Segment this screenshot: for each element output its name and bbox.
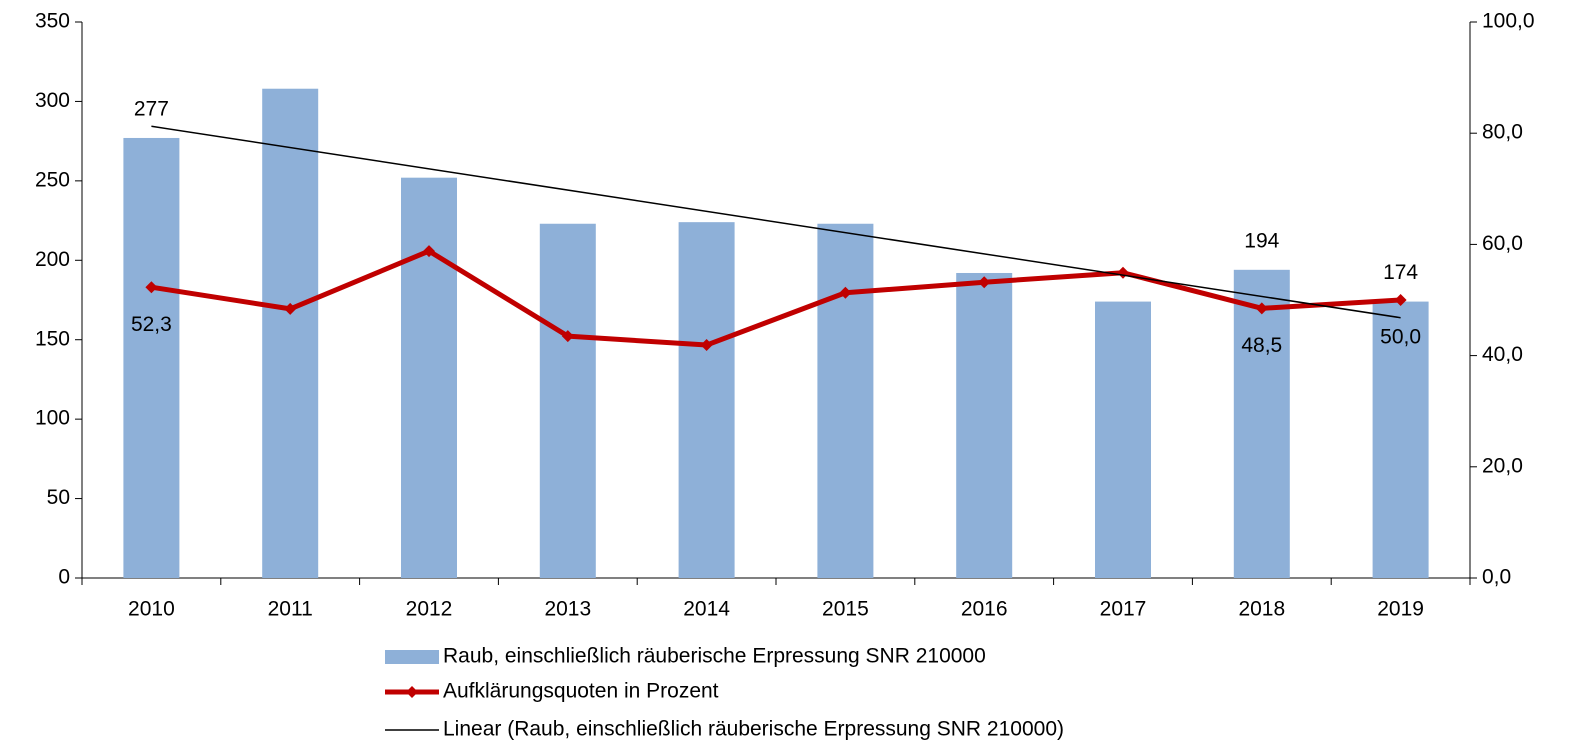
line-marker bbox=[1255, 302, 1268, 315]
data-label: 277 bbox=[134, 98, 169, 121]
y-tick-label: 150 bbox=[35, 327, 70, 350]
y2-tick-label: 80,0 bbox=[1482, 121, 1523, 144]
bar bbox=[956, 272, 1013, 578]
x-tick-label: 2017 bbox=[1100, 598, 1147, 621]
bar bbox=[539, 223, 596, 578]
line-marker bbox=[284, 302, 297, 315]
x-tick-label: 2012 bbox=[406, 598, 453, 621]
y2-tick-label: 20,0 bbox=[1482, 454, 1523, 477]
line-marker bbox=[1394, 294, 1407, 306]
y2-tick-label: 100,0 bbox=[1482, 10, 1535, 33]
line-marker bbox=[145, 281, 158, 294]
x-tick-label: 2019 bbox=[1377, 598, 1424, 621]
data-label: 50,0 bbox=[1380, 326, 1421, 349]
trendline bbox=[151, 125, 1401, 319]
x-tick-label: 2014 bbox=[683, 598, 730, 621]
line-marker bbox=[839, 286, 852, 299]
y-tick-label: 200 bbox=[35, 248, 70, 271]
y-tick-label: 50 bbox=[47, 486, 70, 509]
bar bbox=[678, 222, 735, 578]
line-marker bbox=[1117, 266, 1129, 279]
legend-marker bbox=[406, 686, 418, 698]
x-tick-label: 2018 bbox=[1238, 598, 1285, 621]
x-tick-label: 2016 bbox=[961, 598, 1008, 621]
data-label: 52,3 bbox=[131, 313, 172, 336]
y-tick-label: 100 bbox=[35, 407, 70, 430]
legend-label: Linear (Raub, einschließlich räuberische… bbox=[443, 718, 1064, 741]
data-label: 174 bbox=[1383, 261, 1418, 284]
y-tick-label: 0 bbox=[58, 566, 70, 589]
x-tick-label: 2013 bbox=[544, 598, 591, 621]
line-marker bbox=[978, 276, 991, 289]
y-tick-label: 250 bbox=[35, 168, 70, 191]
y-tick-label: 350 bbox=[35, 10, 70, 33]
line-marker bbox=[561, 330, 574, 343]
y2-tick-label: 0,0 bbox=[1482, 566, 1511, 589]
y2-tick-label: 60,0 bbox=[1482, 232, 1523, 255]
bar bbox=[1233, 269, 1290, 578]
bar bbox=[1095, 301, 1151, 578]
x-tick-label: 2011 bbox=[268, 598, 313, 621]
data-label: 48,5 bbox=[1241, 334, 1282, 357]
line-marker bbox=[423, 245, 435, 258]
y2-tick-label: 40,0 bbox=[1482, 343, 1523, 366]
bar bbox=[123, 137, 180, 579]
legend-label: Aufklärungsquoten in Prozent bbox=[443, 680, 719, 703]
line bbox=[151, 248, 1401, 348]
x-tick-label: 2010 bbox=[128, 598, 175, 621]
data-label: 194 bbox=[1244, 229, 1279, 252]
legend-swatch bbox=[385, 650, 439, 664]
bar bbox=[262, 88, 319, 578]
bar bbox=[401, 177, 457, 578]
x-tick-label: 2015 bbox=[822, 598, 869, 621]
bar bbox=[1372, 301, 1429, 578]
y-tick-label: 300 bbox=[35, 89, 70, 112]
legend-label: Raub, einschließlich räuberische Erpress… bbox=[443, 645, 986, 668]
line-marker bbox=[700, 339, 713, 352]
bar bbox=[817, 223, 874, 578]
